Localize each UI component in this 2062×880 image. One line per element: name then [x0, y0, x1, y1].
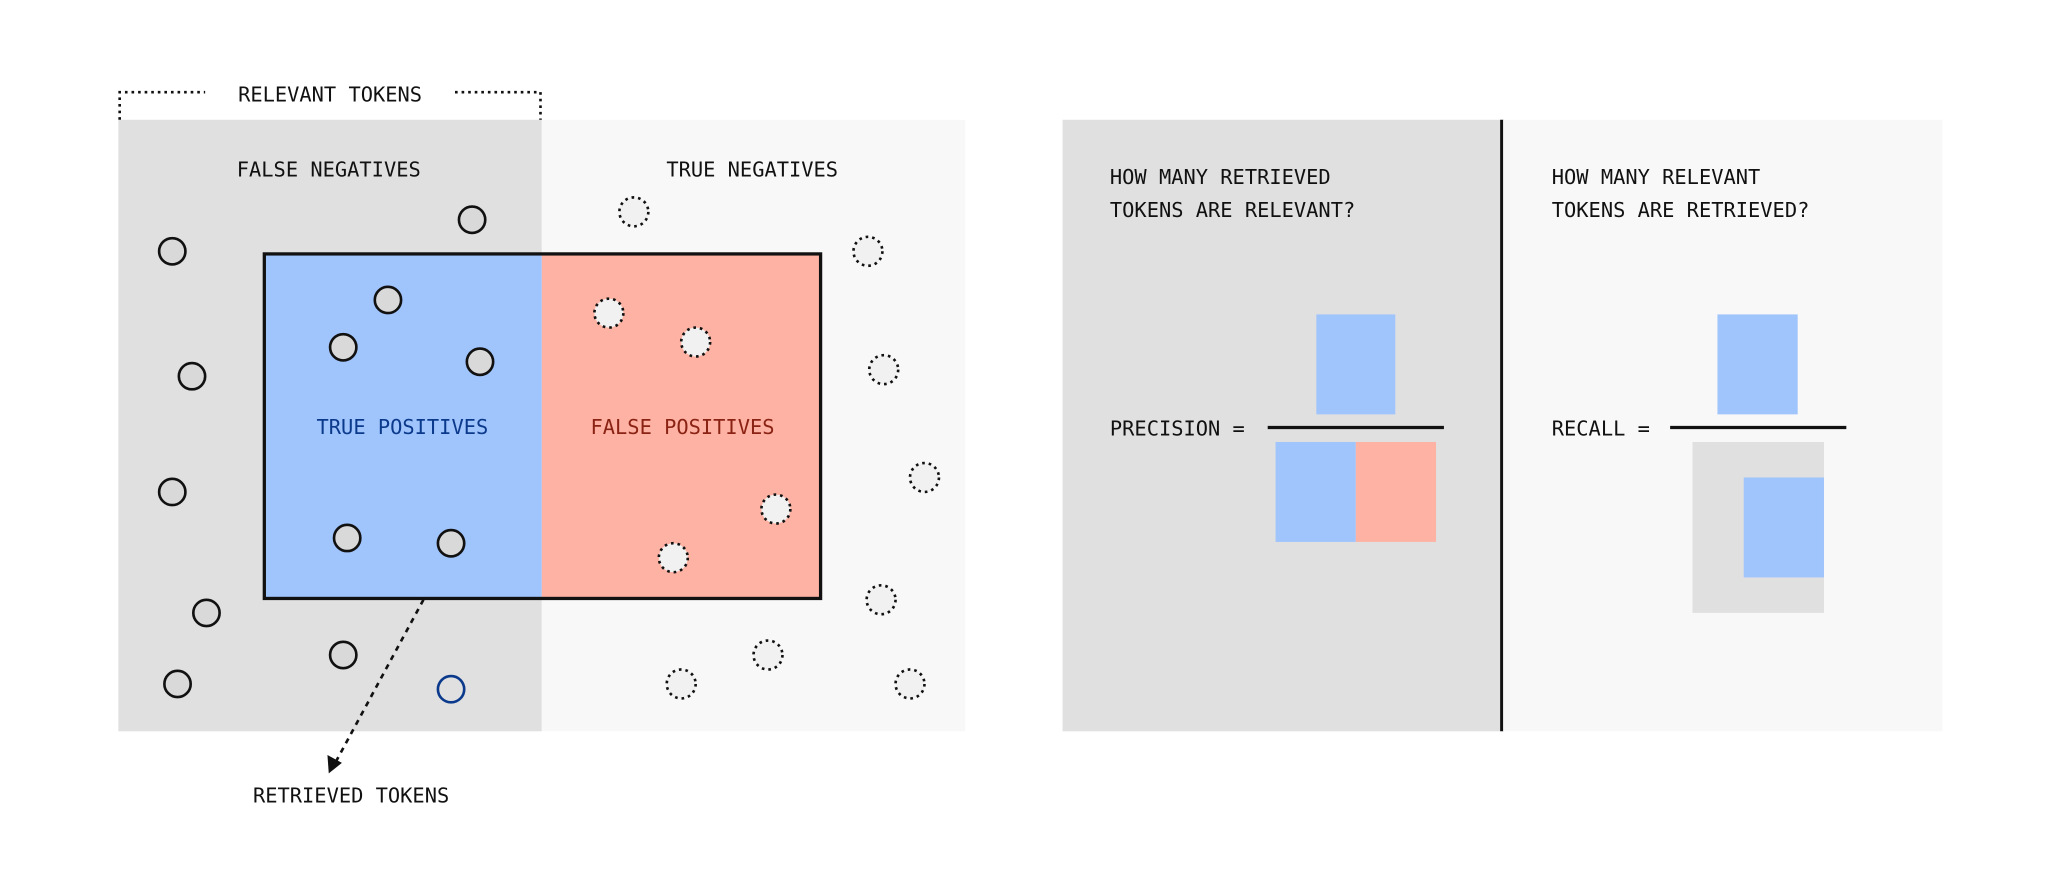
token	[593, 297, 625, 329]
token	[373, 285, 403, 315]
false-negatives-label: FALSE NEGATIVES	[237, 157, 421, 181]
highlighted-token	[436, 674, 466, 704]
precision-question-line2: TOKENS ARE RELEVANT?	[1110, 198, 1355, 222]
token	[332, 523, 362, 553]
token	[163, 669, 192, 699]
retrieved-box	[262, 252, 823, 601]
token	[894, 668, 926, 700]
token	[865, 583, 897, 616]
token	[457, 205, 487, 235]
token	[760, 493, 792, 525]
retrieved-tokens-label: RETRIEVED TOKENS	[253, 783, 449, 807]
token	[465, 347, 495, 377]
token	[157, 477, 187, 507]
token	[657, 541, 690, 574]
token	[436, 528, 466, 558]
numerator-true-positives	[1316, 314, 1396, 415]
precision-formula-label: PRECISION =	[1110, 416, 1245, 440]
precision-background	[1062, 119, 1501, 732]
token	[679, 326, 712, 358]
token	[852, 235, 884, 268]
relevant-tokens-label: RELEVANT TOKENS	[238, 82, 422, 106]
arrowhead-icon	[327, 754, 342, 774]
token	[908, 461, 941, 494]
denominator-true-positives	[1275, 441, 1356, 542]
numerator-true-positives	[1717, 314, 1798, 415]
recall-question-line1: HOW MANY RELEVANT	[1552, 165, 1761, 189]
token	[177, 361, 207, 391]
token	[328, 640, 358, 670]
precision-panel: HOW MANY RETRIEVED TOKENS ARE RELEVANT? …	[1062, 119, 1501, 732]
denominator-true-positives	[1743, 477, 1824, 578]
token	[665, 668, 697, 700]
precision-question-line1: HOW MANY RETRIEVED	[1110, 165, 1331, 189]
token	[328, 332, 358, 362]
true-positives-label: TRUE POSITIVES	[317, 415, 489, 439]
denominator-false-positives	[1355, 441, 1437, 542]
irrelevant-tokens	[593, 196, 941, 700]
retrieved-arrow	[327, 599, 425, 774]
token	[618, 196, 650, 228]
relevant-tokens	[157, 205, 495, 704]
recall-question-line2: TOKENS ARE RETRIEVED?	[1552, 198, 1810, 222]
relevant-bracket	[118, 90, 542, 120]
true-negatives-label: TRUE NEGATIVES	[666, 157, 838, 181]
token	[867, 353, 900, 386]
recall-formula-label: RECALL =	[1552, 416, 1650, 440]
token-venn-diagram: RELEVANT TOKENS FALSE NEGATIVES TRUE NEG…	[118, 82, 966, 807]
token	[752, 639, 784, 671]
token	[157, 236, 187, 266]
recall-panel: HOW MANY RELEVANT TOKENS ARE RETRIEVED? …	[1503, 119, 1943, 732]
true-positives-region	[264, 253, 542, 599]
recall-background	[1503, 119, 1943, 732]
false-positives-region	[541, 253, 821, 599]
false-positives-label: FALSE POSITIVES	[591, 415, 775, 439]
token	[191, 598, 221, 628]
